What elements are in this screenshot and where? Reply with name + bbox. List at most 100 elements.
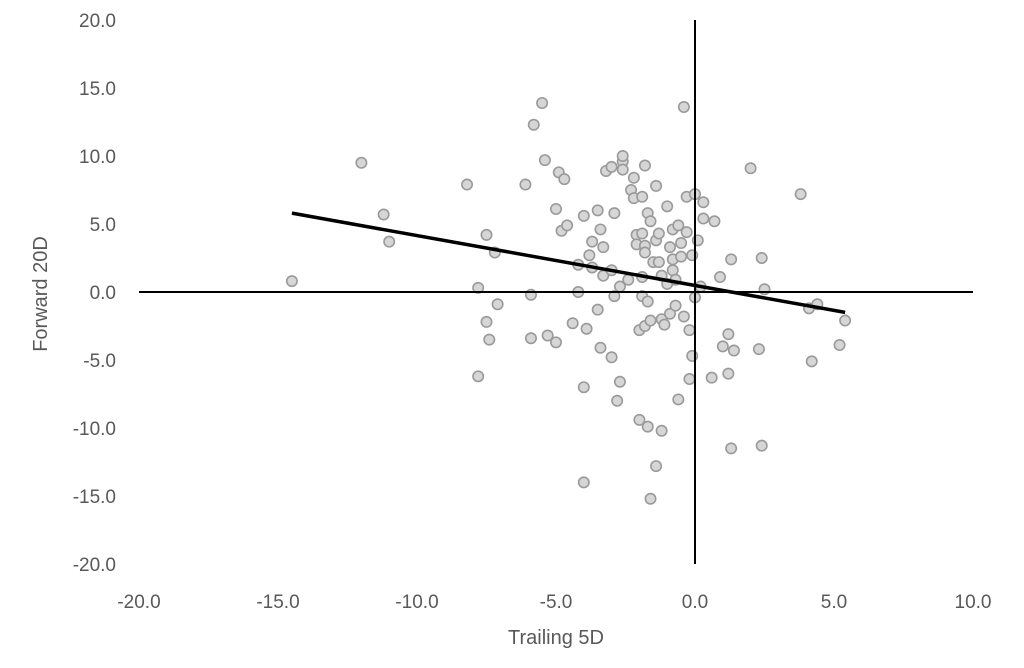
data-point (480, 315, 493, 328)
data-point (580, 322, 593, 335)
x-axis-tick-labels: -20.0 -15.0 -10.0 -5.0 0.0 5.0 10.0 (117, 592, 991, 613)
y-axis-title: Forward 20D (30, 236, 52, 352)
data-point (461, 178, 474, 191)
data-point (727, 344, 740, 357)
data-point (680, 226, 693, 239)
y-tick-label: 5.0 (90, 215, 116, 236)
data-point (583, 249, 596, 262)
data-point (472, 370, 485, 383)
data-point (638, 246, 651, 259)
data-point (697, 196, 710, 209)
data-point (683, 373, 696, 386)
data-point (672, 393, 685, 406)
data-point (755, 252, 768, 265)
data-point (652, 256, 665, 269)
x-tick-label: -15.0 (256, 592, 299, 613)
data-point (519, 178, 532, 191)
data-point (725, 253, 738, 266)
x-tick-label: -5.0 (540, 592, 573, 613)
data-point (285, 275, 298, 288)
data-point (839, 314, 852, 327)
data-point (577, 476, 590, 489)
trendline (291, 211, 846, 315)
data-point (644, 215, 657, 228)
data-point (577, 381, 590, 394)
data-point (611, 394, 624, 407)
data-point (355, 156, 368, 169)
data-point (566, 317, 579, 330)
y-tick-label: -15.0 (73, 487, 116, 508)
data-point (594, 223, 607, 236)
y-tick-label: 20.0 (79, 11, 116, 32)
data-point (383, 235, 396, 248)
data-point (672, 219, 685, 232)
data-point (722, 328, 735, 341)
data-point (677, 101, 690, 114)
data-point (805, 355, 818, 368)
data-point (377, 208, 390, 221)
data-point (577, 209, 590, 222)
data-point (586, 235, 599, 248)
y-tick-label: 0.0 (90, 283, 116, 304)
data-point (663, 307, 676, 320)
data-point (650, 460, 663, 473)
x-tick-label: -20.0 (117, 592, 160, 613)
data-point (638, 159, 651, 172)
data-point (480, 228, 493, 241)
data-point (716, 340, 729, 353)
data-point (536, 96, 549, 109)
y-tick-label: -10.0 (73, 419, 116, 440)
x-tick-label: 10.0 (955, 592, 992, 613)
data-point (794, 188, 807, 201)
data-point (669, 299, 682, 312)
data-point (549, 336, 562, 349)
data-point (652, 227, 665, 240)
data-point (677, 310, 690, 323)
data-point (527, 118, 540, 131)
data-point (725, 442, 738, 455)
data-point (605, 160, 618, 173)
data-point (594, 341, 607, 354)
data-point (608, 207, 621, 220)
data-point (605, 351, 618, 364)
data-point (608, 290, 621, 303)
data-point (752, 343, 765, 356)
data-point (616, 163, 629, 176)
data-point (616, 150, 629, 163)
data-point (744, 162, 757, 175)
data-point (714, 271, 727, 284)
data-point (472, 281, 485, 294)
data-point (650, 179, 663, 192)
data-point (644, 492, 657, 505)
y-tick-label: -5.0 (83, 351, 116, 372)
data-point (561, 219, 574, 232)
data-point (833, 339, 846, 352)
y-axis-tick-labels: 20.0 15.0 10.0 5.0 0.0 -5.0 -10.0 -15.0 -20.0 (73, 11, 116, 576)
data-point (591, 303, 604, 316)
x-tick-label: -10.0 (395, 592, 438, 613)
data-point (655, 424, 668, 437)
x-axis-title: Trailing 5D (508, 627, 604, 649)
data-point (658, 318, 671, 331)
x-tick-label: 5.0 (821, 592, 847, 613)
data-point (627, 171, 640, 184)
y-tick-label: -20.0 (73, 555, 116, 576)
data-point (538, 154, 551, 167)
data-point (708, 215, 721, 228)
data-point (633, 413, 646, 426)
x-tick-label: 0.0 (682, 592, 708, 613)
data-point (705, 371, 718, 384)
data-point (675, 250, 688, 263)
data-point (613, 375, 626, 388)
data-point (622, 273, 635, 286)
data-point (597, 241, 610, 254)
y-tick-label: 10.0 (79, 147, 116, 168)
data-point (541, 329, 554, 342)
data-point (697, 212, 710, 225)
data-point (644, 314, 657, 327)
data-point (755, 439, 768, 452)
data-point (675, 237, 688, 250)
data-points (285, 96, 852, 505)
data-point (524, 332, 537, 345)
